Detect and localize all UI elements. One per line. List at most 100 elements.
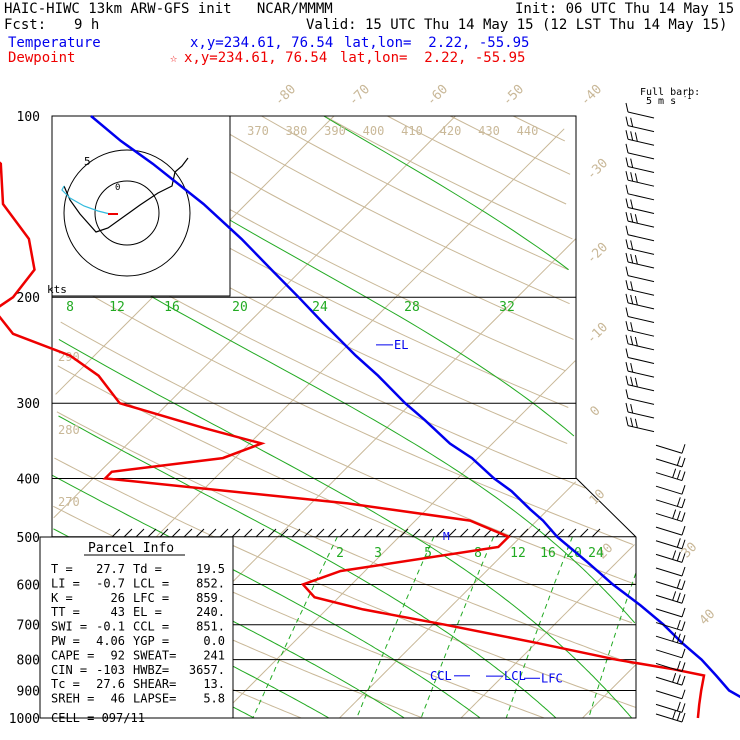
wind-barb-flag [630, 213, 634, 223]
wind-barb-flag [630, 376, 634, 386]
freezing-hash-mark [255, 528, 265, 538]
theta-label: 270 [58, 495, 80, 509]
wind-barb-flag [681, 566, 686, 577]
pressure-label: 900 [17, 684, 40, 699]
wind-barb-flag [630, 417, 634, 427]
mixing-ratio-label: 8 [474, 546, 482, 561]
freezing-hash-mark [375, 528, 385, 538]
pressure-label: 300 [17, 397, 40, 412]
sounding-series [0, 115, 740, 719]
hodograph-unit-label: kts [47, 283, 67, 296]
temperature-legend-xy: x,y=234.61, 76.54 [190, 35, 334, 51]
lcl-marker-label: LCL [504, 669, 526, 683]
wind-barb-flag [681, 539, 686, 549]
hodograph-trace [63, 157, 189, 233]
isotherm-line [217, 360, 576, 719]
wind-barb-flag [630, 281, 634, 291]
wind-barb-flag [681, 553, 686, 563]
wind-barb-flag [625, 130, 629, 140]
freezing-hash-mark [579, 528, 589, 538]
temperature-trace [90, 115, 740, 699]
wind-barb-flag [681, 635, 686, 645]
wind-barb-flag [625, 184, 629, 194]
freezing-hash-mark [399, 528, 409, 538]
mixing-ratio-lines [252, 536, 637, 719]
freezing-hash-mark [243, 528, 253, 538]
wind-barb-flag [625, 211, 629, 222]
wind-barb-flag [625, 307, 629, 317]
dewpoint-legend-latlon: lat,lon= 2.22, -55.95 [340, 50, 526, 66]
mixing-ratio-label: 12 [109, 300, 125, 315]
hodograph-ring-outer [63, 149, 191, 277]
wind-barb-flag [681, 712, 686, 723]
dry-adiabat-line [261, 115, 569, 271]
parcel-row-value: 27.6 [96, 677, 125, 691]
isotherm-line [53, 115, 456, 519]
parcel-row-value: 27.7 [96, 562, 125, 576]
pressure-label: 600 [17, 578, 40, 593]
wind-barb-shaft [627, 316, 655, 324]
dry-adiabat-line [57, 365, 633, 624]
barb-key-label: Full barb: [640, 87, 700, 98]
wind-barb-flag [630, 158, 634, 168]
wind-barb-shaft [627, 329, 655, 337]
parcel-row-value: 46 [111, 692, 125, 706]
hodograph-ring-inner [94, 180, 160, 246]
level-markers: EL CCL LCL LFC M [376, 338, 563, 685]
freezing-hash-mark [351, 528, 361, 538]
wind-barb-shaft [627, 193, 655, 201]
mixing-ratio-label: 20 [232, 300, 248, 315]
wind-barb-shaft [655, 608, 683, 618]
wind-barb-flag [676, 497, 681, 507]
freezing-hash-mark [423, 528, 433, 538]
wind-barb-flag [672, 632, 677, 642]
wind-barb-shaft [627, 220, 655, 228]
isotherm-label: -30 [584, 156, 611, 183]
temperature-legend-label: Temperature [8, 35, 101, 51]
wind-barb-shaft [655, 690, 683, 700]
parcel-title: Parcel Info [88, 541, 174, 556]
wind-barb-flag [672, 591, 677, 601]
isotherm-label: -80 [272, 82, 299, 109]
wind-barb-flag [625, 239, 629, 249]
wind-barb-shaft [627, 125, 655, 133]
wind-barb-flag [681, 512, 686, 522]
wind-barb-shaft [627, 425, 655, 433]
parcel-row-value: 43 [111, 605, 125, 619]
parcel-row-name: SWI = [51, 620, 87, 634]
wind-barb-flag [676, 538, 681, 548]
wind-barb-flag [672, 709, 677, 720]
parcel-row-value: 851. [196, 620, 225, 634]
freezing-hash-mark [591, 528, 601, 538]
pressure-label: 700 [17, 619, 40, 634]
wind-barb-flag [681, 580, 686, 590]
mixing-ratio-label: 24 [312, 300, 328, 315]
parcel-row-name: Td = [133, 562, 162, 576]
wind-barb-flag [676, 456, 681, 466]
parcel-row-value: 852. [196, 576, 225, 590]
parcel-row-value: 859. [196, 591, 225, 605]
parcel-info-box: Parcel Info T = 27.7 Td = 19.5 LI = -0.7 LCL = 8… [39, 536, 234, 725]
freezing-hash-mark [267, 528, 277, 538]
theta-label: 400 [363, 124, 385, 138]
dry-adiabat-line [54, 457, 636, 708]
wind-barb-flag [681, 689, 686, 699]
wind-barb-flag [681, 621, 686, 631]
dry-adiabat-line [324, 115, 573, 240]
wind-barb-flag [630, 403, 634, 414]
freezing-hash-mark [303, 528, 313, 538]
wind-barb-flag [681, 662, 686, 672]
parcel-row-value: 241 [203, 648, 225, 662]
freezing-hash-mark [291, 528, 301, 538]
freezing-hash-mark [195, 528, 205, 538]
parcel-row-name: HWBZ= [133, 663, 169, 677]
dry-adiabat-line [513, 115, 566, 142]
dry-adiabat-line [56, 411, 634, 665]
wind-barb-shaft [627, 343, 655, 351]
isotherm-label: 40 [697, 607, 719, 629]
el-marker-label: EL [394, 338, 408, 352]
wind-barb-flag [625, 280, 629, 290]
parcel-row-name: PW = [51, 634, 80, 648]
mixing-ratio-label: 20 [566, 546, 582, 561]
mixing-ratio-line [252, 536, 338, 719]
